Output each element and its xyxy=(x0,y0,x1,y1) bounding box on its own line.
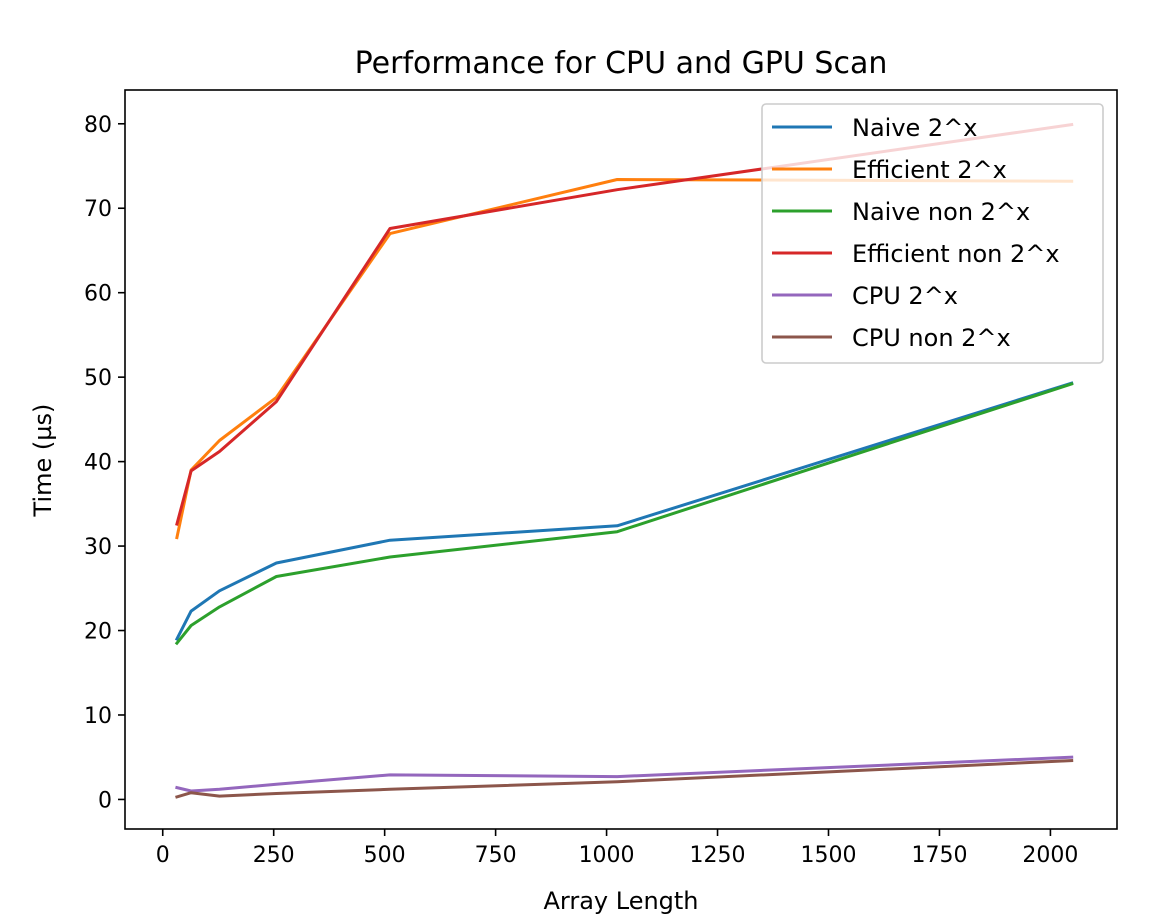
x-tick-label: 2000 xyxy=(1022,843,1078,868)
legend-label-6: CPU non 2^x xyxy=(852,324,1011,352)
x-tick-label: 500 xyxy=(364,843,406,868)
legend: Naive 2^x Efficient 2^x Naive non 2^x Effic… xyxy=(761,103,1104,364)
series-line-1 xyxy=(174,381,1074,642)
legend-label-4: Efficient non 2^x xyxy=(852,240,1060,268)
series-line-4 xyxy=(175,122,1074,526)
series-line-6 xyxy=(175,759,1074,799)
legend-box xyxy=(761,103,1104,364)
legend-label-2: Efficient 2^x xyxy=(852,156,1007,184)
legend-label-3: Naive non 2^x xyxy=(852,198,1030,226)
chart-title: Performance for CPU and GPU Scan xyxy=(355,46,888,81)
y-axis-label: Time (µs) xyxy=(29,404,57,518)
y-tick-label: 80 xyxy=(84,113,112,138)
x-axis-label: Array Length xyxy=(543,887,698,915)
x-tick-label: 1250 xyxy=(690,843,746,868)
y-tick-label: 10 xyxy=(84,704,112,729)
x-tick-label: 250 xyxy=(253,843,295,868)
series-line-5 xyxy=(175,755,1074,793)
x-tick-label: 1500 xyxy=(800,843,856,868)
x-tick-label: 0 xyxy=(156,843,170,868)
y-tick-label: 60 xyxy=(84,282,112,307)
x-tick-label: 1000 xyxy=(579,843,635,868)
legend-label-1: Naive 2^x xyxy=(852,114,978,142)
y-tick-label: 50 xyxy=(84,366,112,391)
plot-frame xyxy=(124,89,1118,830)
y-tick-label: 20 xyxy=(84,620,112,645)
y-tick-label: 0 xyxy=(98,788,112,813)
plot-area: 0 250 500 750 1000 1250 1500 1750 2000 0 10 20 30 40 5… xyxy=(84,89,1118,868)
y-tick-label: 40 xyxy=(84,451,112,476)
legend-label-5: CPU 2^x xyxy=(852,282,958,310)
y-tick-label: 70 xyxy=(84,197,112,222)
x-tick-label: 1750 xyxy=(911,843,967,868)
y-tick-label: 30 xyxy=(84,535,112,560)
series-line-3 xyxy=(174,382,1074,646)
x-tick-label: 750 xyxy=(475,843,517,868)
